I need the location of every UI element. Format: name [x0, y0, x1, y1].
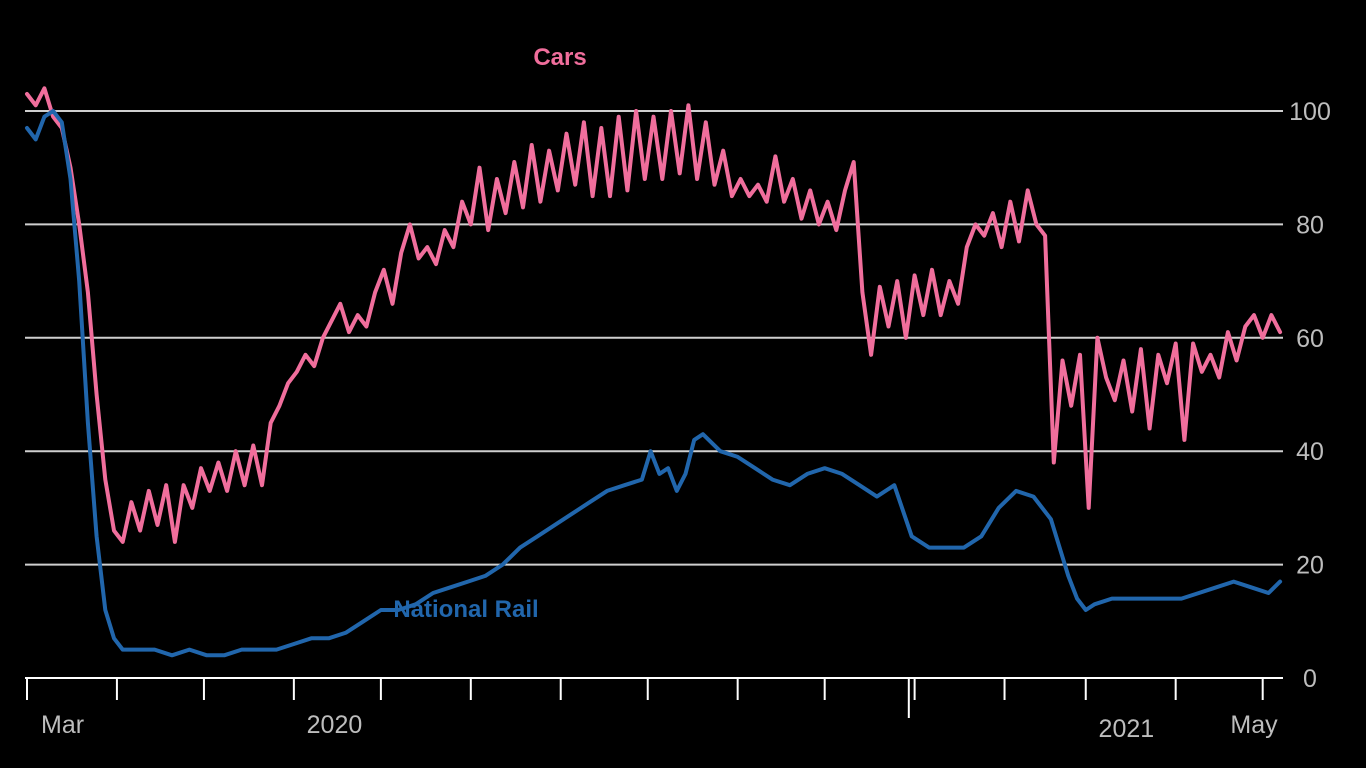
gridlines: [25, 110, 1283, 566]
y-tick-label: 40: [1296, 438, 1324, 466]
y-tick-label: 100: [1289, 98, 1331, 126]
y-axis: 0 20 40 60 80 100: [1289, 98, 1331, 693]
x-tick-label: May: [1230, 711, 1278, 739]
x-tick-label: 2020: [307, 711, 363, 739]
y-tick-label: 80: [1296, 211, 1324, 239]
series-label-national-rail: National Rail: [393, 596, 538, 623]
x-tick-label: Mar: [41, 711, 84, 739]
y-tick-label: 60: [1296, 325, 1324, 353]
series-line-national-rail: [25, 109, 1283, 658]
y-tick-label: 20: [1296, 552, 1324, 580]
series-group: [25, 86, 1283, 658]
x-axis: Mar 2020 2021 May: [25, 677, 1283, 743]
x-tick-label: 2021: [1099, 715, 1155, 743]
series-label-cars: Cars: [533, 44, 586, 71]
series-line-cars: [25, 86, 1283, 544]
y-tick-label: 0: [1303, 665, 1317, 693]
